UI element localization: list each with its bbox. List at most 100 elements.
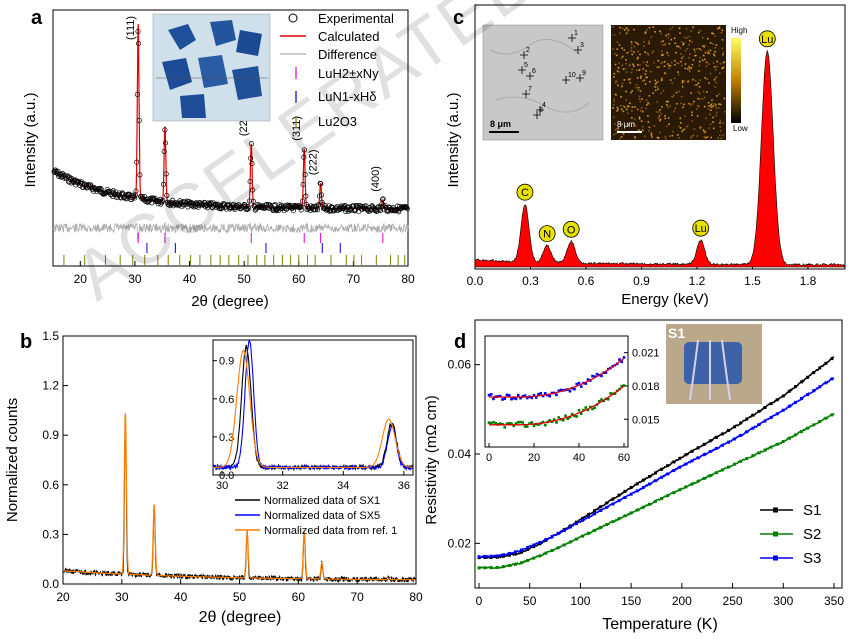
inset-series-s3-point [532, 394, 536, 397]
map-dot [659, 30, 661, 32]
panel-d-xtick-label: 0 [476, 594, 483, 608]
map-dot [683, 36, 686, 39]
series-point [739, 459, 743, 463]
inset-series-s3-point [579, 385, 583, 388]
map-dot [647, 52, 649, 55]
map-dot [632, 63, 634, 66]
panel-b-xtick-label: 50 [233, 590, 247, 604]
map-dot [687, 80, 689, 83]
experimental-point [58, 171, 64, 177]
eds-map-dots [612, 26, 726, 140]
inset-series-s2-point [613, 392, 617, 396]
map-dot [718, 103, 720, 105]
sem-point-label: 8 [539, 107, 543, 114]
map-dot [721, 39, 724, 41]
map-dot [720, 32, 723, 34]
map-dot [620, 96, 622, 98]
map-dot [689, 39, 691, 42]
map-dot [695, 54, 698, 57]
map-dot [623, 49, 625, 51]
experimental-point [316, 202, 322, 208]
inset-series-s2-point [570, 412, 574, 416]
sem-point-label: 5 [524, 62, 528, 69]
map-dot [707, 101, 710, 104]
map-dot [676, 102, 678, 105]
experimental-point [319, 199, 325, 205]
map-dot [660, 112, 662, 115]
series-point [574, 520, 578, 524]
series-point [745, 430, 749, 434]
map-dot [691, 103, 694, 105]
series-point [507, 553, 511, 557]
map-dot [688, 70, 691, 73]
series-point [635, 489, 639, 493]
series-point [751, 454, 755, 458]
experimental-point [318, 181, 324, 187]
map-dot [702, 90, 705, 93]
map-dot [660, 32, 662, 35]
series-point [672, 491, 676, 495]
series-point [514, 562, 518, 566]
map-dot [679, 127, 682, 129]
map-dot [667, 36, 670, 39]
map-dot [640, 120, 643, 122]
map-dot [699, 56, 701, 59]
experimental-point [302, 172, 308, 178]
experimental-point [250, 187, 256, 193]
series-point [617, 493, 621, 497]
map-dot [659, 118, 662, 121]
map-dot [627, 112, 629, 114]
map-dot [665, 100, 668, 103]
map-dot [699, 92, 701, 95]
map-dot [655, 111, 658, 113]
series-point [769, 415, 773, 419]
inset-d-xtick-label: 60 [618, 452, 630, 464]
map-dot [613, 72, 616, 75]
inset-series-s3-point [519, 396, 522, 400]
map-dot [633, 106, 636, 108]
series-point [757, 423, 761, 427]
map-dot [617, 129, 619, 132]
map-dot [711, 32, 713, 34]
difference-line [52, 222, 409, 242]
map-dot [622, 133, 625, 135]
map-dot [641, 80, 644, 82]
inset-series-s2-point [510, 422, 513, 425]
sem-crosshair [536, 106, 544, 114]
map-dot [664, 137, 667, 140]
map-dot [616, 70, 619, 72]
series-point [684, 485, 688, 489]
map-dot [716, 95, 718, 97]
map-dot [654, 86, 656, 88]
map-dot [629, 102, 631, 104]
series-point [818, 420, 822, 424]
map-dot [618, 62, 620, 64]
map-dot [694, 79, 697, 82]
experimental-point [257, 204, 263, 210]
experimental-point [126, 191, 133, 197]
experimental-point [162, 127, 168, 133]
map-dot [625, 99, 628, 101]
sample-photo-label: S1 [668, 325, 685, 341]
experimental-point [379, 196, 385, 202]
map-dot [678, 137, 681, 139]
map-dot [626, 51, 629, 54]
map-dot [721, 47, 724, 50]
map-dot [679, 47, 682, 49]
map-dot [631, 43, 633, 46]
map-dot [658, 111, 660, 113]
map-dot [701, 98, 704, 100]
map-dot [654, 31, 656, 33]
inset-series-s3-point [525, 396, 529, 400]
map-dot [711, 102, 713, 105]
map-dot [682, 128, 685, 131]
panel-d-xtick-label: 100 [570, 594, 590, 608]
panel-a-xtick-label: 20 [74, 272, 88, 286]
map-dot [648, 130, 650, 132]
experimental-point [404, 206, 410, 212]
inset-series-s2-point [548, 419, 552, 422]
map-dot [657, 88, 659, 91]
map-dot [709, 72, 712, 75]
series-point [611, 520, 615, 524]
map-dot [669, 135, 671, 137]
